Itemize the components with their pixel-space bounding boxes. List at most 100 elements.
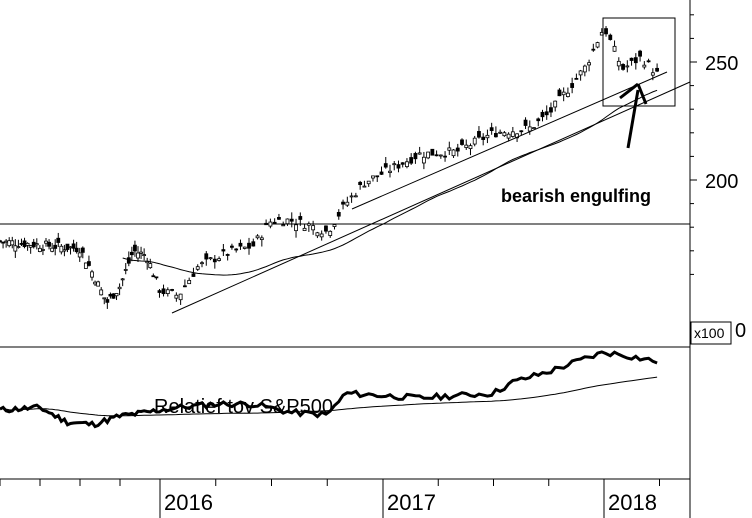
candle-body [34,243,39,246]
candle-body [225,254,230,256]
candle-body [47,241,51,247]
candle-body [99,289,104,296]
candle-body [25,242,30,246]
candle-body [65,243,70,250]
candle-body [388,170,392,173]
candle-body [625,65,630,68]
candle-body [566,92,570,97]
candle-body [268,221,273,227]
moving-average-line [122,89,658,276]
candle-body [251,241,256,247]
candle-body [608,34,613,40]
candle-body [142,254,147,257]
candle-body [71,243,76,249]
candle-body [16,246,21,248]
candle-body [315,232,320,237]
candle-body [126,257,131,264]
candle-body [396,164,401,169]
candle-body [616,60,621,67]
x-tick-label: 2016 [164,490,213,515]
candle-body [96,281,101,287]
candle-body [582,65,587,73]
trendline-upper [351,71,668,210]
annotation-relatief: Relatief tov S&P500 [154,396,333,418]
candle-body [53,244,58,249]
candle-body [371,175,375,179]
candle-body [540,111,545,118]
candle-body [221,249,226,252]
candle-body [362,185,367,188]
candle-body [646,60,651,63]
candle-body [319,233,324,238]
candle-body [41,249,45,251]
candle-body [44,240,48,244]
candle-body [485,134,490,139]
candle-body [242,246,247,249]
candle-body [4,240,9,243]
candle-body [28,245,33,248]
candle-body [277,217,281,220]
candle-body [178,293,183,301]
candle-body [383,163,388,168]
candle-body [621,64,625,70]
candle-body [123,269,128,271]
candle-body [56,237,61,243]
annotation-arrowhead-right [636,83,648,105]
candle-body [553,100,558,108]
relative-strength-line [0,350,658,429]
candle-body [217,258,221,261]
candle-body [405,161,409,168]
annotation-arrow [626,89,640,149]
candle-body [595,42,600,48]
candle-body [120,278,125,281]
candle-body [212,258,217,263]
candle-body [468,145,473,150]
candle-body [7,240,12,247]
candle-body [68,246,73,249]
candle-body [102,297,107,300]
candle-body [430,148,435,156]
candle-body [438,154,443,157]
candle-body [464,144,469,148]
candle-body [234,248,239,251]
candle-body [443,155,447,158]
candle-body [434,154,439,157]
candle-body [574,77,579,80]
annotation-arrowhead-left [619,82,639,100]
highlight-box [602,17,676,107]
candle-body [519,130,524,133]
candle-body [139,251,143,254]
candle-body [417,152,422,155]
candle-body [22,240,27,248]
candle-body [502,132,507,137]
y-tick-label: 250 [705,53,738,75]
candle-body [561,91,566,96]
candle-body [324,225,328,232]
candle-body [165,289,170,294]
candle-body [255,235,260,239]
candle-body [183,285,187,288]
candle-body [83,262,88,269]
scale-label-box [690,321,732,345]
candle-body [345,201,350,206]
candle-body [19,243,24,245]
candle-body [358,181,363,186]
candle-body [455,147,460,152]
candle-body [477,131,481,138]
candle-body [341,201,345,205]
candle-body [105,299,110,303]
candle-body [379,171,384,175]
candle-body [208,257,213,260]
candle-body [114,293,119,297]
candle-body [111,293,116,299]
candle-body [50,247,55,252]
candle-body [136,252,140,259]
x-axis-ticks: 2016 2017 2018 [0,479,660,518]
candle-body [204,253,209,260]
candle-body [161,288,166,295]
candle-body [174,294,179,299]
candle-body [0,240,2,243]
candle-body [591,48,596,51]
candle-body [187,279,192,285]
candle-body [37,247,42,252]
